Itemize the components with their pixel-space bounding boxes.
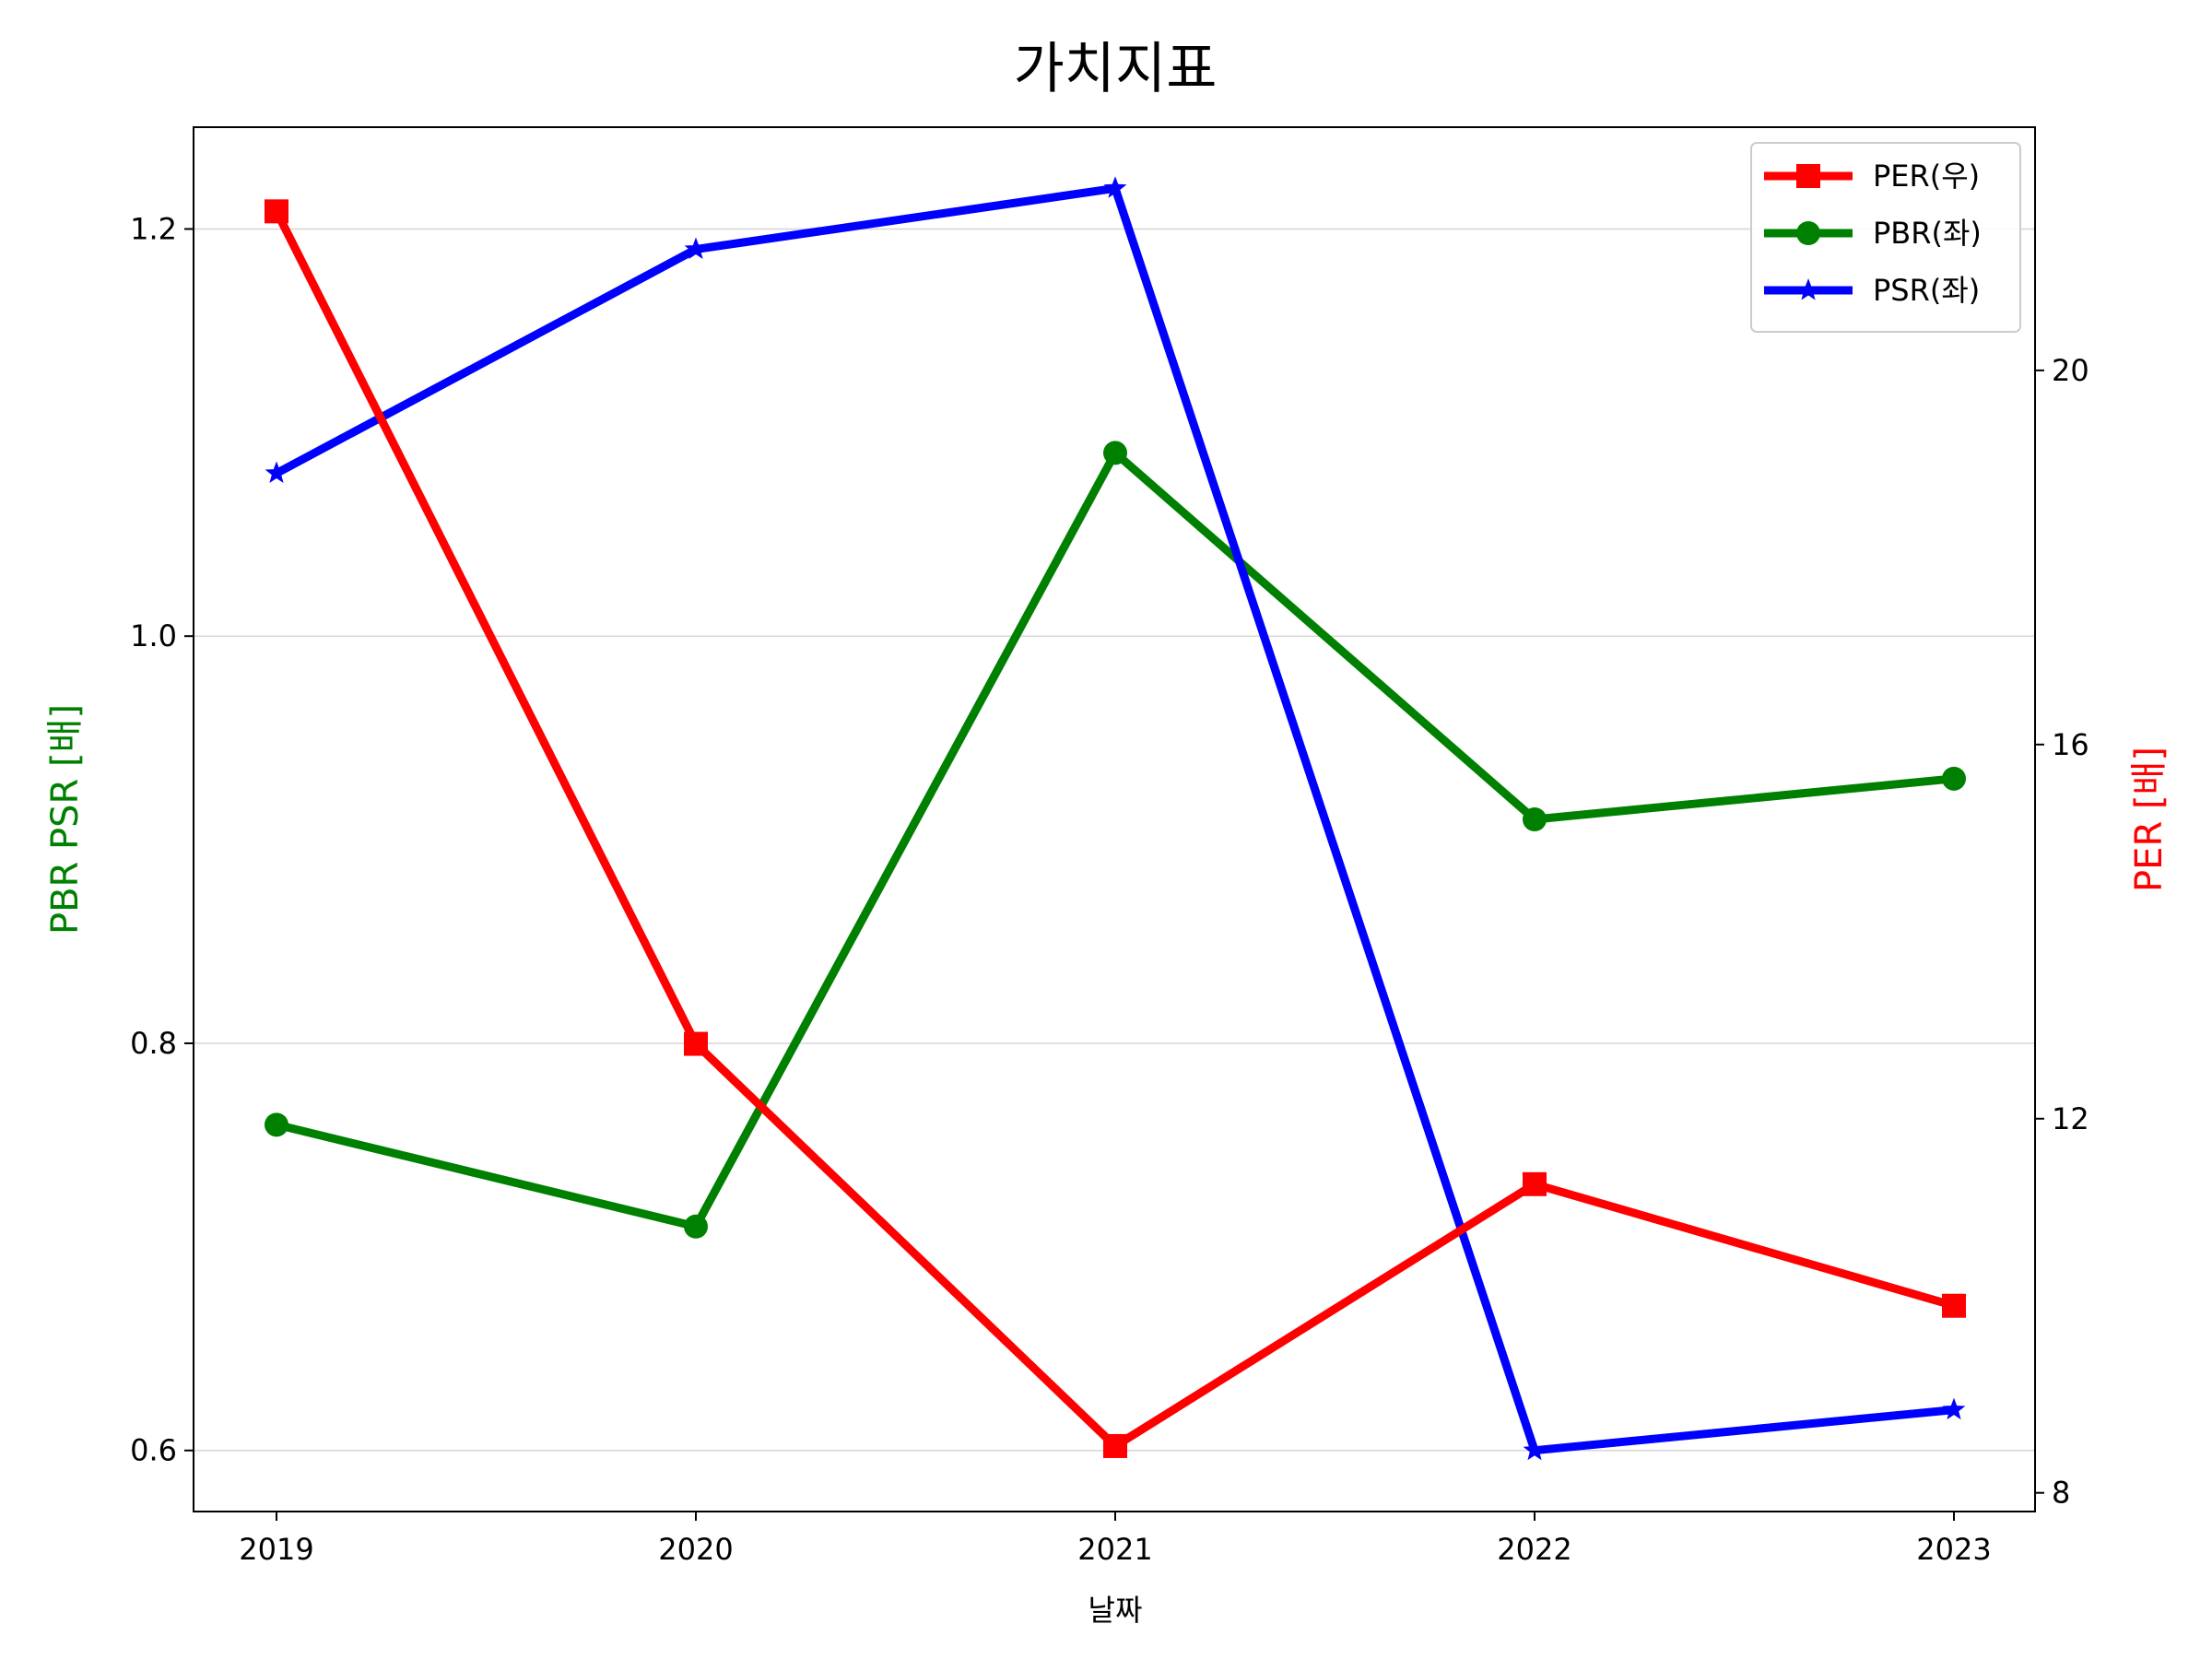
y-left-tick-label: 1.2 <box>130 211 177 246</box>
plot-series <box>265 176 1966 1461</box>
data-point <box>684 1031 708 1056</box>
y-axis-left-label: PBR PSR [배] <box>44 704 87 935</box>
data-point <box>684 1214 708 1239</box>
data-point <box>684 237 708 259</box>
legend-swatch-marker <box>1796 164 1820 188</box>
data-point <box>265 1112 288 1137</box>
y-right-tick-label: 16 <box>2052 727 2089 762</box>
axes: 0.6 0.8 1.0 1.2 8 12 16 20 2019 2020 2021 2022 2023 <box>130 211 2089 1567</box>
series-star <box>265 176 1966 1461</box>
y-right-tick-label: 8 <box>2052 1476 2070 1511</box>
legend-swatch-marker <box>1796 221 1820 245</box>
data-point <box>1103 176 1127 198</box>
x-tick-label: 2022 <box>1497 1532 1571 1567</box>
data-point <box>1942 1293 1966 1318</box>
data-point <box>1103 1433 1127 1458</box>
data-point <box>1942 1397 1966 1420</box>
data-point <box>1942 766 1966 791</box>
x-tick-label: 2021 <box>1077 1532 1152 1567</box>
legend-entry-label: PBR(좌) <box>1873 216 1982 251</box>
data-point <box>265 461 288 483</box>
legend-entry-label: PER(우) <box>1873 159 1980 194</box>
x-tick-label: 2019 <box>239 1532 313 1567</box>
data-point <box>1523 1171 1547 1196</box>
chart-title: 가치지표 <box>1014 37 1218 101</box>
y-left-tick-label: 0.8 <box>130 1026 177 1061</box>
y-right-tick-label: 12 <box>2052 1101 2089 1136</box>
series-circle <box>265 441 1966 1239</box>
legend-box <box>1750 142 2021 333</box>
x-tick-label: 2020 <box>658 1532 733 1567</box>
y-axis-right-label: PER [배] <box>2128 747 2171 892</box>
data-point <box>1523 807 1547 831</box>
x-tick-label: 2023 <box>1916 1532 1991 1567</box>
y-left-tick-label: 0.6 <box>130 1433 177 1468</box>
series-square <box>265 199 1966 1458</box>
legend-swatch-marker <box>1796 278 1820 300</box>
legend: PER(우) PBR(좌) PSR(좌) <box>1750 142 2021 333</box>
x-axis-label: 날짜 <box>1088 1593 1143 1628</box>
data-point <box>1523 1438 1547 1461</box>
y-left-tick-label: 1.0 <box>130 618 177 653</box>
y-right-tick-label: 20 <box>2052 353 2089 388</box>
legend-entry-label: PSR(좌) <box>1873 273 1980 308</box>
grid-lines <box>194 228 2035 1452</box>
data-point <box>265 199 288 224</box>
data-point <box>1103 441 1127 465</box>
